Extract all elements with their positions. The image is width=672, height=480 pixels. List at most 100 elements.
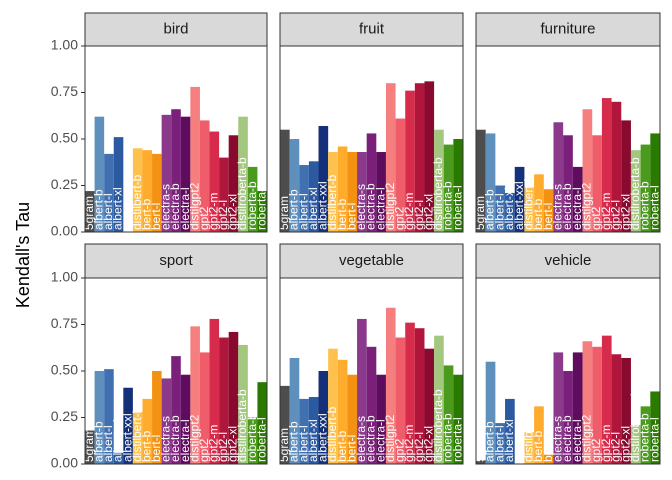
bar-label: albert-l <box>101 425 115 462</box>
bar <box>395 337 406 464</box>
panel-border <box>475 277 661 465</box>
bar-label: distilbert-b <box>325 406 339 462</box>
bar-label: electra-b <box>168 183 182 230</box>
bar-label: albert-xl <box>111 419 125 462</box>
strip-label: fruit <box>359 20 385 37</box>
bar <box>94 371 105 464</box>
bar-label: electra-s <box>354 184 368 230</box>
bar <box>453 374 463 464</box>
bar <box>650 391 660 464</box>
bar-label: albert-xl <box>502 187 516 230</box>
y-tick-label: 0.25 <box>51 176 78 192</box>
y-tick-label: 0.75 <box>51 83 78 99</box>
bar <box>572 166 583 232</box>
bar-label: gpt2-l <box>216 432 230 462</box>
bar-label: distilgpt2 <box>383 414 397 462</box>
bar <box>630 424 641 464</box>
bar-label: albert-l <box>492 425 506 462</box>
bar <box>94 116 105 232</box>
y-axis-label: Kendall's Tau <box>13 202 33 308</box>
bar <box>434 129 444 232</box>
bar-label: albert-b <box>92 421 106 462</box>
bar <box>505 398 515 464</box>
y-tick-label: 0.75 <box>51 315 78 331</box>
bar-label: albert-xl <box>306 419 320 462</box>
bar <box>485 361 496 464</box>
panel-border <box>475 45 661 233</box>
bar-label: albert-xl <box>111 187 125 230</box>
bar-label: gpt2-m <box>402 193 416 230</box>
bar <box>534 406 544 464</box>
bar <box>385 83 396 232</box>
bar-label: gpt2 <box>197 438 211 462</box>
bar <box>199 352 210 464</box>
bar-label: distilroberta-b <box>431 389 445 462</box>
bar-label: albert-b <box>287 189 301 230</box>
bar <box>514 166 525 232</box>
bar-label: bert-l <box>149 203 163 230</box>
bar <box>414 328 425 464</box>
bar-label: bert-b <box>139 430 153 462</box>
y-tick-label: 1.00 <box>51 37 78 53</box>
bar-label: albert-xxl <box>316 181 330 230</box>
bar <box>572 352 583 464</box>
bar-label: gpt2-xl <box>421 194 435 230</box>
bar-label: electra-s <box>550 416 564 462</box>
bar-label: distilgpt2 <box>580 414 594 462</box>
bar <box>299 165 309 232</box>
bar-label: albert-xl <box>502 419 516 462</box>
bar <box>142 150 153 232</box>
bar-label: albert-l <box>296 425 310 462</box>
bar <box>132 148 143 232</box>
bar-label: roberta-b <box>638 181 652 230</box>
bar <box>257 382 267 464</box>
bar-label: gpt2 <box>589 206 603 230</box>
bar <box>318 371 329 464</box>
bar <box>190 326 200 464</box>
bar-label: distilroberta-b <box>431 157 445 230</box>
bar-label: electra-l <box>373 187 387 230</box>
bar <box>247 166 258 232</box>
bar-label: roberta-l <box>450 417 464 462</box>
bar <box>592 135 602 232</box>
panel-border <box>84 45 268 233</box>
bar-label: gpt2-xl <box>421 426 435 462</box>
bar-label: roberta-b <box>245 413 259 462</box>
bar-label: gpt2-l <box>216 200 230 230</box>
bar <box>104 153 114 232</box>
bar-label: gpt2-l <box>412 432 426 462</box>
bar-label: gpt2-l <box>609 200 623 230</box>
bar <box>476 460 486 464</box>
bar <box>376 374 386 464</box>
y-tick-label: 0.50 <box>51 130 78 146</box>
bar <box>308 397 319 464</box>
bar-label: roberta-l <box>450 185 464 230</box>
bar-label: gpt2-m <box>599 193 613 230</box>
bar <box>209 131 220 232</box>
bar-label: distilgpt2 <box>383 182 397 230</box>
bar <box>257 191 267 232</box>
bar-label: roberta-b <box>441 181 455 230</box>
bar <box>563 135 573 232</box>
bar-label: 5gram <box>473 196 487 230</box>
panel-border <box>279 45 464 233</box>
bar <box>247 417 258 464</box>
bar <box>190 86 200 232</box>
bar <box>385 307 396 464</box>
bar-label: distilroberta-b <box>235 157 249 230</box>
bar-label: gpt2 <box>393 206 407 230</box>
bar <box>592 346 602 464</box>
bar <box>132 411 143 464</box>
y-tick-label: 1.00 <box>51 269 78 285</box>
bar <box>219 337 229 464</box>
strip-label: furniture <box>540 20 595 37</box>
bar-label: electra-b <box>168 415 182 462</box>
bar-label: distilbert-b <box>521 174 535 230</box>
bar <box>543 454 554 464</box>
bar <box>113 452 124 464</box>
bar <box>161 114 172 232</box>
bar <box>199 120 210 232</box>
bar-label: distilbert-b <box>130 406 144 462</box>
